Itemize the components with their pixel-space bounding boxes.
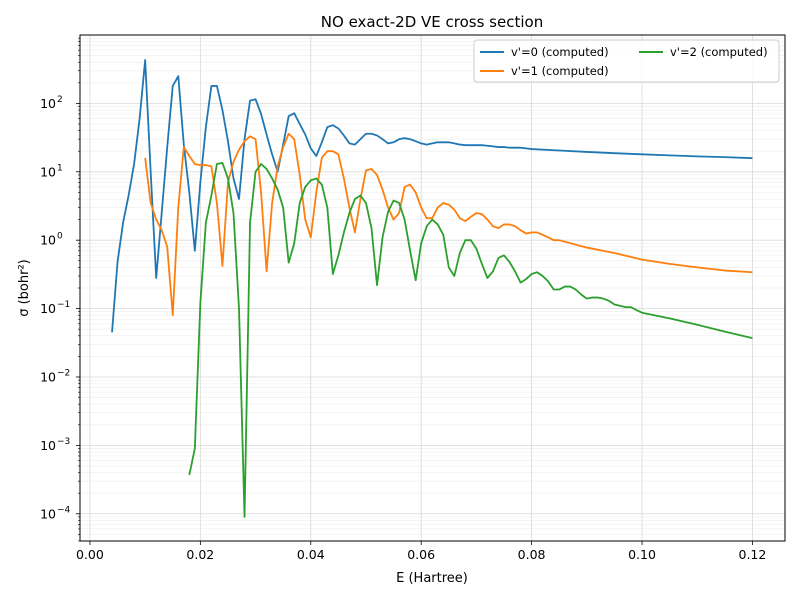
legend: v'=0 (computed) v'=1 (computed) v'=2 (co… xyxy=(473,39,780,83)
series-line-v2 xyxy=(188,161,753,518)
y-tick-label: 10 xyxy=(40,164,56,179)
y-tick-exponent: −2 xyxy=(57,368,70,378)
x-tick-label: 0.04 xyxy=(297,547,325,562)
legend-label-v0: v'=0 (computed) xyxy=(511,45,609,59)
y-tick-label: 10 xyxy=(40,301,56,316)
x-tick-label: 0.12 xyxy=(739,547,767,562)
y-tick-label: 10 xyxy=(40,369,56,384)
x-tick-label: 0.06 xyxy=(407,547,435,562)
series-line-v0 xyxy=(111,59,753,333)
legend-label-v1: v'=1 (computed) xyxy=(511,64,609,78)
x-tick-label: 0.02 xyxy=(186,547,214,562)
legend-label-v2: v'=2 (computed) xyxy=(670,45,768,59)
y-tick-label: 10 xyxy=(40,96,56,111)
series-line-v1 xyxy=(144,132,753,317)
y-tick-exponent: 1 xyxy=(57,163,63,173)
x-axis-label: E (Hartree) xyxy=(396,571,468,586)
series-layer xyxy=(111,59,753,518)
y-tick-label: 10 xyxy=(40,233,56,248)
y-tick-exponent: −4 xyxy=(57,505,71,515)
grid-layer xyxy=(80,35,785,542)
y-axis-label: σ (bohr²) xyxy=(17,259,32,317)
y-tick-exponent: −3 xyxy=(57,437,70,447)
x-tick-label: 0.10 xyxy=(628,547,656,562)
x-tick-label: 0.08 xyxy=(518,547,546,562)
chart-title: NO exact-2D VE cross section xyxy=(321,13,543,31)
y-tick-exponent: 0 xyxy=(57,232,63,242)
y-tick-label: 10 xyxy=(40,506,56,521)
y-tick-exponent: 2 xyxy=(57,95,63,105)
y-tick-label: 10 xyxy=(40,438,56,453)
y-tick-exponent: −1 xyxy=(57,300,70,310)
x-tick-label: 0.00 xyxy=(76,547,104,562)
legend-box xyxy=(473,39,780,83)
